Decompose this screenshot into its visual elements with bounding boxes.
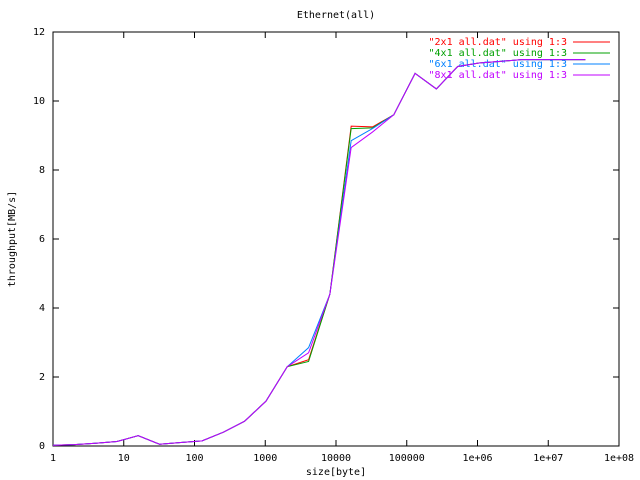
legend-label: "4x1 all.dat" using 1:3 (429, 48, 567, 59)
series-line (52, 59, 586, 446)
x-tick-label: 10000 (321, 453, 351, 464)
y-tick-label: 0 (39, 441, 45, 452)
x-tick-label: 100000 (389, 453, 425, 464)
x-tick-label: 1e+07 (533, 453, 563, 464)
x-tick-label: 1 (50, 453, 56, 464)
y-tick-label: 12 (33, 27, 45, 38)
x-tick-label: 1e+08 (604, 453, 634, 464)
x-axis-label: size[byte] (306, 467, 366, 478)
y-axis-label: throughput[MB/s] (7, 191, 18, 287)
x-tick-label: 100 (185, 453, 203, 464)
y-tick-label: 8 (39, 165, 45, 176)
legend-label: "6x1 all.dat" using 1:3 (429, 59, 567, 70)
x-tick-label: 1000 (253, 453, 277, 464)
x-tick-label: 1e+06 (462, 453, 492, 464)
y-tick-label: 2 (39, 372, 45, 383)
y-tick-label: 6 (39, 234, 45, 245)
legend-label: "2x1 all.dat" using 1:3 (429, 37, 567, 48)
x-tick-label: 10 (118, 453, 130, 464)
legend-label: "8x1 all.dat" using 1:3 (429, 70, 567, 81)
chart-title: Ethernet(all) (297, 10, 375, 21)
y-tick-label: 4 (39, 303, 45, 314)
y-tick-label: 10 (33, 96, 45, 107)
